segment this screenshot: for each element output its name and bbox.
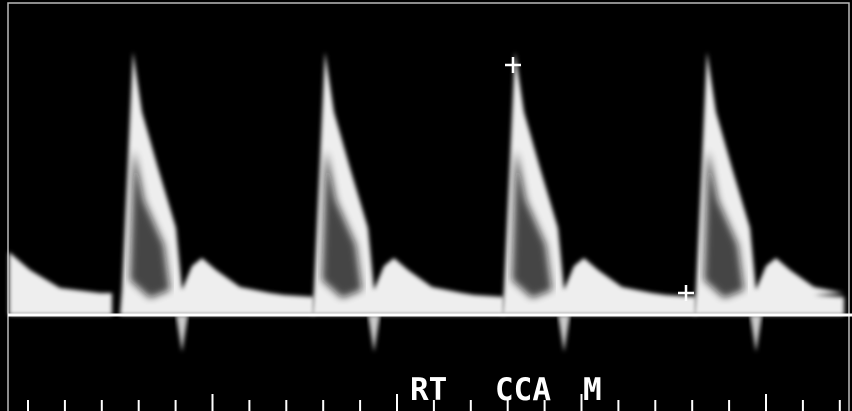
reverse-flow xyxy=(176,315,188,352)
cursor-peak xyxy=(505,57,521,73)
reverse-flow xyxy=(558,315,570,352)
spectral-window xyxy=(512,150,552,298)
cursor-end-diastole xyxy=(678,285,694,301)
mode-label: M xyxy=(583,372,602,408)
spectral-waveform xyxy=(9,52,844,352)
reverse-flow xyxy=(368,315,380,352)
cardiac-cycle xyxy=(694,52,844,352)
spectrum-envelope xyxy=(502,52,696,315)
spectral-window xyxy=(704,150,744,298)
cardiac-cycle xyxy=(312,52,504,352)
spectral-window xyxy=(322,150,362,298)
reverse-flow xyxy=(750,315,762,352)
spectrum-lead xyxy=(9,252,112,315)
side-label: RT xyxy=(410,372,447,408)
spectrum-envelope xyxy=(312,52,504,315)
time-scale xyxy=(27,394,841,411)
cardiac-cycle xyxy=(502,52,696,352)
cardiac-cycle xyxy=(120,52,314,352)
spectrum-envelope xyxy=(120,52,314,315)
vessel-label: CCA xyxy=(495,372,551,408)
frame xyxy=(7,2,850,411)
spectral-window xyxy=(130,150,170,298)
